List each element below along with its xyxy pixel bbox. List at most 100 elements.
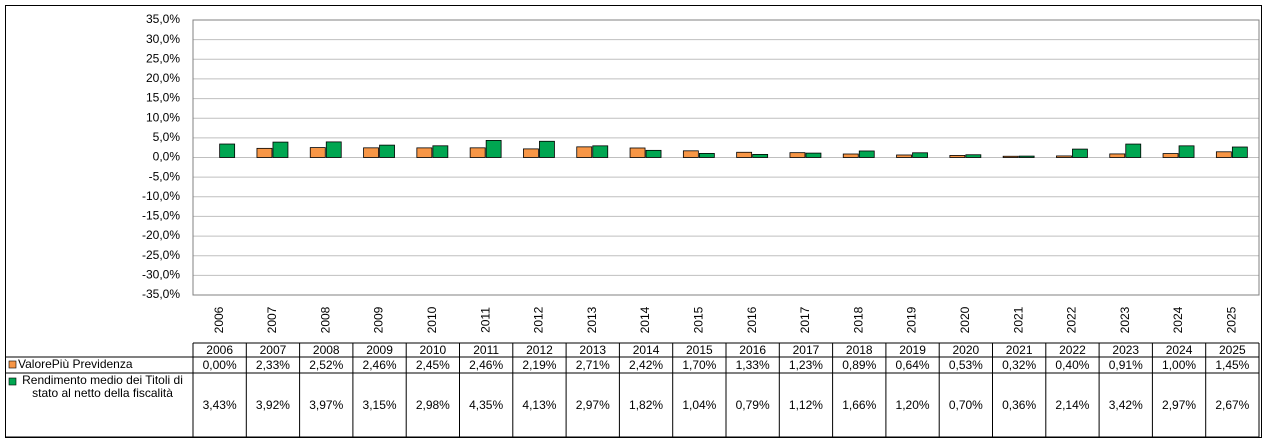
bar: [1125, 143, 1142, 158]
table-header: 2012: [526, 343, 553, 357]
bar: [858, 150, 875, 158]
table-cell: 0,40%: [1055, 358, 1089, 372]
bar: [469, 147, 486, 158]
bar: [789, 152, 806, 158]
y-tick-label: 20,0%: [146, 71, 180, 85]
bar: [645, 149, 662, 158]
table-header: 2009: [366, 343, 393, 357]
table-header: 2025: [1219, 343, 1246, 357]
bar: [1215, 151, 1232, 158]
table-cell: 3,92%: [256, 398, 290, 412]
chart-border: [5, 5, 1262, 438]
table-header: 2021: [1006, 343, 1033, 357]
table-cell: 2,97%: [576, 398, 610, 412]
bar: [736, 151, 753, 158]
x-tick-label: 2022: [1065, 306, 1079, 333]
legend-swatch: [8, 377, 17, 386]
table-cell: 0,70%: [949, 398, 983, 412]
y-tick-label: -15,0%: [142, 209, 180, 223]
x-tick-label: 2024: [1171, 306, 1185, 333]
table-cell: 1,82%: [629, 398, 663, 412]
table-cell: 2,97%: [1162, 398, 1196, 412]
table-cell: 3,43%: [203, 398, 237, 412]
bar: [805, 152, 822, 158]
table-cell: 1,66%: [842, 398, 876, 412]
table-header: 2017: [793, 343, 820, 357]
y-tick-label: 0,0%: [153, 150, 181, 164]
table-cell: 2,67%: [1215, 398, 1249, 412]
bar: [539, 140, 555, 158]
bar: [1056, 155, 1072, 158]
bar: [592, 145, 609, 158]
table-header: 2019: [899, 343, 926, 357]
table-cell: 3,97%: [309, 398, 343, 412]
legend-cell: Rendimento medio dei Titoli di stato al …: [22, 373, 183, 400]
table-cell: 2,14%: [1055, 398, 1089, 412]
x-tick-label: 2019: [905, 306, 919, 333]
y-tick-label: 35,0%: [146, 12, 180, 26]
table-cell: 1,00%: [1162, 358, 1196, 372]
y-tick-label: -25,0%: [142, 248, 180, 262]
table-header: 2006: [206, 343, 233, 357]
table-cell: 2,46%: [363, 358, 397, 372]
bar: [1002, 155, 1019, 158]
x-tick-label: 2021: [1011, 306, 1025, 333]
bar: [949, 155, 966, 158]
y-tick-label: 25,0%: [146, 51, 180, 65]
table-header: 2016: [739, 343, 766, 357]
bar: [1018, 155, 1035, 158]
table-cell: 0,64%: [896, 358, 930, 372]
y-tick-label: -30,0%: [142, 268, 180, 282]
table-cell: 0,32%: [1002, 358, 1036, 372]
bar: [1231, 146, 1248, 158]
bar: [896, 154, 912, 158]
bar: [965, 154, 982, 158]
bar: [1109, 153, 1126, 158]
bar: [379, 144, 395, 158]
bar: [1162, 153, 1179, 158]
x-tick-label: 2012: [532, 306, 546, 333]
table-cell: 2,33%: [256, 358, 290, 372]
bar: [309, 147, 326, 158]
table-header: 2023: [1112, 343, 1139, 357]
bar: [485, 140, 502, 158]
legend-cell: ValorePiù Previdenza: [18, 358, 133, 371]
x-tick-label: 2020: [958, 306, 972, 333]
table-header: 2018: [846, 343, 873, 357]
table-header: 2010: [419, 343, 446, 357]
bar: [256, 147, 273, 158]
x-tick-label: 2009: [372, 306, 386, 333]
table-header: 2022: [1059, 343, 1086, 357]
table-cell: 1,20%: [896, 398, 930, 412]
bar: [523, 148, 539, 158]
table-cell: 2,52%: [309, 358, 343, 372]
table-cell: 0,00%: [203, 358, 237, 372]
y-tick-label: 5,0%: [153, 130, 181, 144]
bar: [842, 153, 859, 158]
bar: [219, 143, 236, 158]
table-header: 2008: [313, 343, 340, 357]
x-tick-label: 2007: [265, 306, 279, 333]
x-tick-label: 2011: [478, 307, 492, 333]
table-header: 2013: [579, 343, 606, 357]
x-tick-label: 2018: [851, 306, 865, 333]
table-cell: 3,15%: [363, 398, 397, 412]
table-cell: 2,98%: [416, 398, 450, 412]
bar: [912, 152, 928, 158]
x-tick-label: 2014: [638, 306, 652, 333]
table-cell: 1,45%: [1215, 358, 1249, 372]
table-cell: 0,36%: [1002, 398, 1036, 412]
legend-label: Rendimento medio dei Titoli di stato al …: [22, 373, 183, 400]
y-tick-label: 15,0%: [146, 91, 180, 105]
table-cell: 1,70%: [682, 358, 716, 372]
table-cell: 3,42%: [1109, 398, 1143, 412]
bar: [432, 145, 449, 158]
bar: [325, 141, 342, 158]
bar: [698, 153, 715, 158]
bar: [272, 141, 289, 158]
x-tick-label: 2013: [585, 306, 599, 333]
x-tick-label: 2015: [692, 306, 706, 333]
table-header: 2011: [473, 343, 499, 357]
table-header: 2007: [260, 343, 287, 357]
